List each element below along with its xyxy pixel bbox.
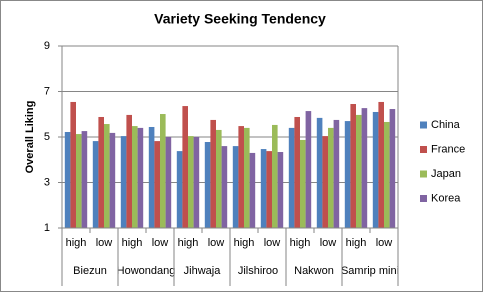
bar xyxy=(384,121,390,228)
bar xyxy=(238,126,244,228)
x-tick-label: high xyxy=(66,237,87,249)
legend-label: China xyxy=(431,119,461,131)
group-label: Jihwaja xyxy=(184,265,222,277)
y-tick-label: 7 xyxy=(44,85,50,97)
x-tick-label: high xyxy=(178,237,199,249)
bar xyxy=(361,108,368,228)
bar xyxy=(193,137,200,228)
bar xyxy=(182,106,188,228)
bar xyxy=(70,101,76,228)
x-tick-label: high xyxy=(122,237,143,249)
bar xyxy=(300,139,306,228)
x-tick-label: low xyxy=(264,237,281,249)
x-tick-label: high xyxy=(346,237,367,249)
legend-label: France xyxy=(431,143,465,155)
x-tick-label: low xyxy=(376,237,393,249)
bar xyxy=(277,152,284,228)
bar xyxy=(316,117,323,228)
bar xyxy=(148,126,155,228)
bar xyxy=(249,152,256,228)
group-label: Biezun xyxy=(73,265,107,277)
bar xyxy=(232,146,239,228)
bar xyxy=(188,136,194,228)
bar xyxy=(372,111,379,228)
bar xyxy=(328,127,334,228)
bar xyxy=(288,127,295,228)
bar xyxy=(305,111,312,228)
bar xyxy=(216,129,222,228)
legend-swatch xyxy=(420,195,427,202)
bar xyxy=(272,124,278,228)
bar xyxy=(64,131,71,228)
legend-label: Korea xyxy=(431,192,461,204)
y-tick-label: 9 xyxy=(44,40,50,52)
bar xyxy=(132,126,138,228)
x-tick-label: low xyxy=(208,237,225,249)
legend-swatch xyxy=(420,170,427,178)
bar xyxy=(322,136,328,228)
bar xyxy=(210,119,216,228)
group-label: Nakwon xyxy=(294,265,334,277)
y-tick-label: 1 xyxy=(44,222,50,234)
y-axis-label: Overall Liking xyxy=(24,101,36,174)
legend-label: Japan xyxy=(431,168,461,180)
bar xyxy=(126,114,132,228)
x-tick-label: low xyxy=(152,237,169,249)
y-tick-label: 5 xyxy=(44,131,50,143)
bar xyxy=(109,132,116,228)
bar xyxy=(350,104,356,228)
chart-title: Variety Seeking Tendency xyxy=(154,11,326,27)
bar xyxy=(104,124,110,228)
x-tick-label: low xyxy=(320,237,337,249)
group-label: Samrip mini xyxy=(341,265,399,277)
y-tick-label: 3 xyxy=(44,176,50,188)
x-tick-label: high xyxy=(234,237,255,249)
bar xyxy=(76,134,82,228)
bar xyxy=(294,116,300,228)
group-label: Howondang xyxy=(117,265,176,277)
bar xyxy=(260,149,267,228)
bar xyxy=(120,136,127,228)
bar xyxy=(81,131,88,228)
bar xyxy=(165,137,172,228)
x-tick-label: high xyxy=(290,237,311,249)
bar xyxy=(221,146,228,228)
bar xyxy=(333,119,340,228)
bar xyxy=(160,114,166,228)
bar xyxy=(244,127,250,228)
x-tick-label: low xyxy=(96,237,113,249)
legend-swatch xyxy=(420,121,427,129)
bar xyxy=(98,116,104,228)
bar xyxy=(154,141,160,228)
legend-swatch xyxy=(420,146,427,153)
bar xyxy=(378,101,384,228)
bar xyxy=(344,121,351,228)
bar xyxy=(92,141,99,228)
bar xyxy=(176,151,183,228)
bar xyxy=(356,114,362,228)
group-label: Jilshiroo xyxy=(238,265,278,277)
bar xyxy=(204,142,211,228)
bar xyxy=(266,151,272,228)
bar xyxy=(389,109,396,228)
bar xyxy=(137,127,144,228)
